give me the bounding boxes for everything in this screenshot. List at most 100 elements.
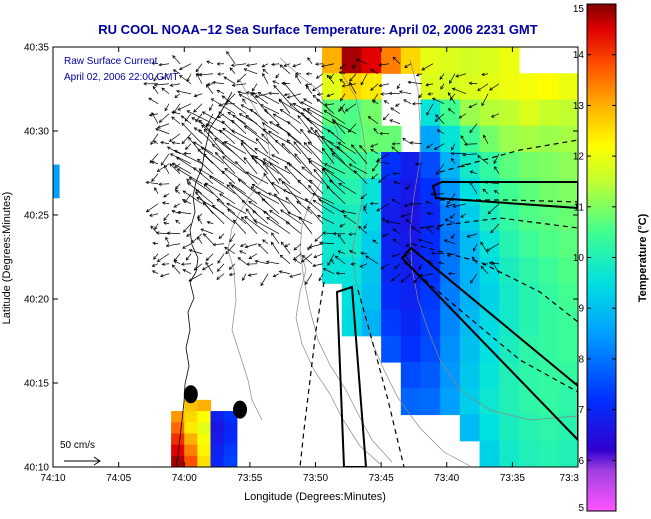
current-vector bbox=[172, 69, 181, 75]
current-vector bbox=[173, 260, 181, 265]
current-vector bbox=[393, 180, 401, 185]
current-vector bbox=[392, 239, 401, 245]
current-vector bbox=[264, 108, 280, 124]
current-vector bbox=[334, 255, 346, 265]
current-vector bbox=[484, 180, 500, 185]
current-vector bbox=[371, 173, 379, 180]
current-vector bbox=[254, 148, 280, 165]
current-vector bbox=[205, 253, 214, 261]
current-vector bbox=[304, 83, 313, 87]
sst-cell bbox=[538, 309, 559, 337]
sst-cell bbox=[459, 335, 481, 363]
current-vector bbox=[228, 272, 236, 277]
current-vector bbox=[218, 233, 225, 240]
current-vector bbox=[272, 273, 280, 278]
current-vector bbox=[148, 213, 159, 217]
current-vector bbox=[469, 170, 478, 175]
sst-cell-inshore bbox=[197, 411, 212, 423]
colorbar-tick-label: 15 bbox=[573, 4, 585, 15]
surface-current-vectors bbox=[143, 51, 500, 287]
sst-cell bbox=[400, 178, 422, 206]
current-vector bbox=[480, 241, 489, 254]
current-vector bbox=[303, 98, 313, 105]
current-vector bbox=[274, 193, 291, 214]
current-vector bbox=[398, 90, 412, 95]
sst-cell bbox=[499, 414, 520, 442]
sst-cell bbox=[538, 440, 559, 467]
colorbar-tick-label: 9 bbox=[578, 304, 584, 315]
current-vector bbox=[153, 73, 159, 82]
current-vector bbox=[307, 141, 324, 155]
sst-cell bbox=[538, 178, 559, 206]
sst-cell bbox=[420, 99, 441, 127]
current-vector bbox=[262, 68, 269, 74]
current-vector bbox=[312, 199, 335, 215]
coastline-and-bathymetry bbox=[175, 57, 578, 467]
current-vector bbox=[203, 128, 225, 154]
current-vector bbox=[160, 140, 170, 145]
sst-cell bbox=[518, 204, 540, 232]
current-vector bbox=[263, 172, 280, 194]
current-vector bbox=[186, 182, 203, 195]
current-vector bbox=[278, 99, 302, 115]
current-vector bbox=[317, 214, 335, 225]
current-vector bbox=[233, 219, 247, 234]
current-vector bbox=[247, 273, 258, 277]
current-vector bbox=[404, 63, 412, 68]
sst-cell bbox=[400, 388, 422, 416]
current-vector bbox=[267, 130, 291, 145]
current-vector bbox=[216, 263, 225, 272]
current-vector bbox=[211, 204, 236, 225]
current-vector bbox=[215, 151, 236, 174]
current-vector bbox=[171, 209, 181, 215]
current-vector bbox=[188, 273, 203, 282]
current-vector bbox=[286, 93, 302, 99]
sst-cell bbox=[400, 362, 422, 389]
station-marker bbox=[183, 385, 198, 404]
current-vector bbox=[493, 153, 500, 164]
current-vector bbox=[211, 80, 225, 85]
current-vector bbox=[360, 251, 368, 256]
sst-cell bbox=[538, 388, 559, 416]
current-vector bbox=[200, 146, 225, 165]
current-vector bbox=[308, 160, 324, 174]
bathymetry-contour bbox=[339, 69, 471, 467]
current-vector bbox=[321, 136, 346, 155]
current-vector bbox=[469, 181, 478, 194]
current-vector bbox=[148, 113, 159, 117]
current-vector bbox=[391, 199, 401, 205]
current-vector bbox=[326, 74, 335, 84]
sst-cell-inshore bbox=[197, 433, 212, 446]
current-vector bbox=[447, 92, 456, 104]
x-axis-ticks: 74:10 74:05 74:00 73:55 73:50 73:45 73:40 73:35… bbox=[40, 47, 579, 484]
sst-cell bbox=[518, 388, 540, 416]
current-vector bbox=[243, 156, 258, 174]
current-vector bbox=[221, 170, 236, 184]
current-vector bbox=[323, 163, 346, 175]
sst-cell bbox=[322, 73, 343, 101]
current-vector bbox=[289, 103, 313, 124]
sst-cell-inshore bbox=[210, 444, 225, 457]
current-vector bbox=[313, 253, 324, 259]
current-vector bbox=[237, 178, 258, 195]
current-vector bbox=[427, 260, 434, 265]
current-vector bbox=[245, 262, 258, 266]
sst-cell bbox=[341, 178, 363, 206]
current-vector bbox=[174, 93, 181, 98]
current-vector bbox=[226, 202, 247, 215]
current-vector bbox=[349, 73, 357, 82]
current-vector bbox=[160, 153, 170, 166]
current-vector bbox=[217, 72, 225, 76]
sst-cell bbox=[440, 335, 461, 363]
current-vector bbox=[481, 72, 489, 77]
sst-cell bbox=[518, 283, 540, 311]
current-vector bbox=[212, 242, 225, 247]
current-vector bbox=[339, 93, 346, 102]
current-vector bbox=[150, 133, 159, 145]
sst-cell-inshore bbox=[210, 455, 225, 467]
current-vector bbox=[155, 231, 170, 235]
current-vector bbox=[359, 263, 368, 268]
sst-cell-edge bbox=[53, 164, 60, 199]
current-vector bbox=[175, 183, 181, 190]
sst-cell bbox=[518, 440, 540, 467]
